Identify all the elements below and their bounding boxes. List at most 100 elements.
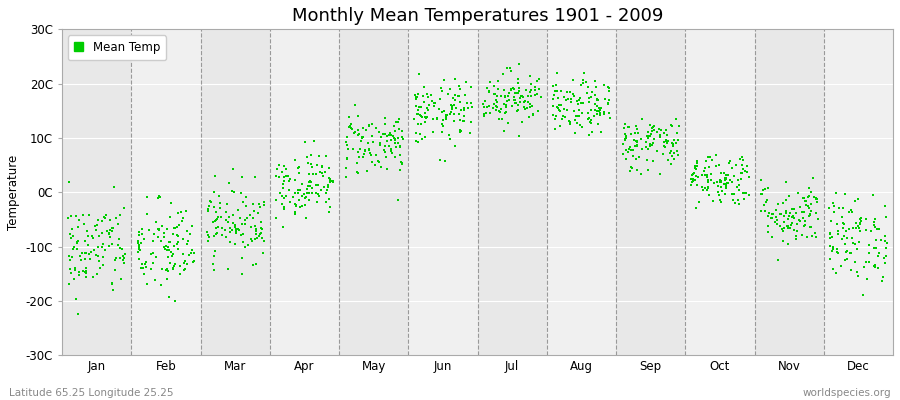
Point bbox=[480, 104, 494, 110]
Point bbox=[277, 163, 292, 169]
Point bbox=[409, 102, 423, 109]
Point bbox=[869, 226, 884, 232]
Point bbox=[846, 239, 860, 246]
Point bbox=[274, 201, 289, 207]
Point bbox=[659, 138, 673, 145]
Point bbox=[490, 104, 504, 111]
Point bbox=[810, 196, 824, 203]
Point bbox=[436, 121, 450, 128]
Point bbox=[591, 108, 606, 114]
Point bbox=[276, 224, 291, 230]
Point bbox=[618, 135, 633, 142]
Point bbox=[62, 280, 77, 287]
Point bbox=[687, 170, 701, 176]
Point bbox=[667, 156, 681, 163]
Point bbox=[572, 122, 587, 128]
Point bbox=[641, 135, 655, 142]
Point bbox=[211, 224, 225, 230]
Point bbox=[321, 164, 336, 171]
Point bbox=[273, 190, 287, 197]
Point bbox=[206, 189, 220, 195]
Point bbox=[545, 102, 560, 109]
Point bbox=[646, 124, 661, 130]
Point bbox=[516, 94, 530, 100]
Point bbox=[704, 170, 718, 177]
Point bbox=[135, 265, 149, 271]
Point bbox=[525, 103, 539, 109]
Point bbox=[698, 172, 712, 178]
Point bbox=[706, 180, 721, 186]
Point bbox=[205, 218, 220, 225]
Point bbox=[114, 276, 129, 282]
Point bbox=[786, 213, 800, 220]
Point bbox=[810, 199, 824, 205]
Point bbox=[876, 274, 890, 280]
Point bbox=[701, 154, 716, 160]
Point bbox=[879, 245, 894, 252]
Point bbox=[75, 250, 89, 256]
Point bbox=[409, 96, 423, 102]
Point bbox=[765, 214, 779, 221]
Point bbox=[760, 197, 775, 204]
Point bbox=[235, 220, 249, 227]
Point bbox=[215, 225, 230, 231]
Point bbox=[310, 162, 325, 168]
Point bbox=[81, 242, 95, 248]
Point bbox=[137, 236, 151, 243]
Point bbox=[497, 128, 511, 135]
Point bbox=[302, 197, 316, 203]
Point bbox=[566, 93, 580, 100]
Point bbox=[684, 176, 698, 182]
Point bbox=[838, 256, 852, 263]
Point bbox=[653, 126, 668, 133]
Point bbox=[432, 106, 446, 112]
Point bbox=[479, 110, 493, 116]
Point bbox=[617, 135, 632, 142]
Point bbox=[91, 244, 105, 250]
Point bbox=[670, 130, 684, 136]
Point bbox=[164, 200, 178, 207]
Point bbox=[849, 219, 863, 226]
Point bbox=[454, 98, 468, 105]
Point bbox=[547, 116, 562, 122]
Point bbox=[643, 122, 657, 128]
Point bbox=[730, 184, 744, 190]
Point bbox=[617, 136, 632, 142]
Point bbox=[187, 258, 202, 264]
Point bbox=[500, 65, 514, 71]
Point bbox=[518, 87, 533, 93]
Point bbox=[871, 253, 886, 259]
Point bbox=[719, 184, 733, 191]
Point bbox=[172, 222, 186, 229]
Point bbox=[689, 158, 704, 164]
Point bbox=[162, 294, 176, 300]
Point bbox=[824, 235, 838, 241]
Point bbox=[381, 137, 395, 144]
Point bbox=[60, 214, 75, 221]
Point bbox=[256, 199, 271, 205]
Point bbox=[477, 98, 491, 104]
Point bbox=[565, 91, 580, 97]
Point bbox=[206, 261, 220, 267]
Point bbox=[585, 129, 599, 135]
Point bbox=[436, 122, 450, 129]
Point bbox=[806, 175, 820, 182]
Point bbox=[792, 217, 806, 224]
Point bbox=[573, 82, 588, 88]
Point bbox=[116, 256, 130, 263]
Point bbox=[154, 238, 168, 244]
Point bbox=[839, 228, 853, 235]
Point bbox=[695, 184, 709, 190]
Point bbox=[350, 169, 365, 175]
Point bbox=[440, 91, 454, 98]
Point bbox=[511, 60, 526, 67]
Point bbox=[162, 246, 176, 253]
Point bbox=[850, 269, 864, 276]
Point bbox=[224, 188, 238, 194]
Point bbox=[78, 256, 93, 262]
Point bbox=[598, 111, 612, 117]
Point bbox=[592, 110, 607, 116]
Point bbox=[664, 161, 679, 167]
Point bbox=[314, 163, 328, 170]
Point bbox=[384, 148, 399, 155]
